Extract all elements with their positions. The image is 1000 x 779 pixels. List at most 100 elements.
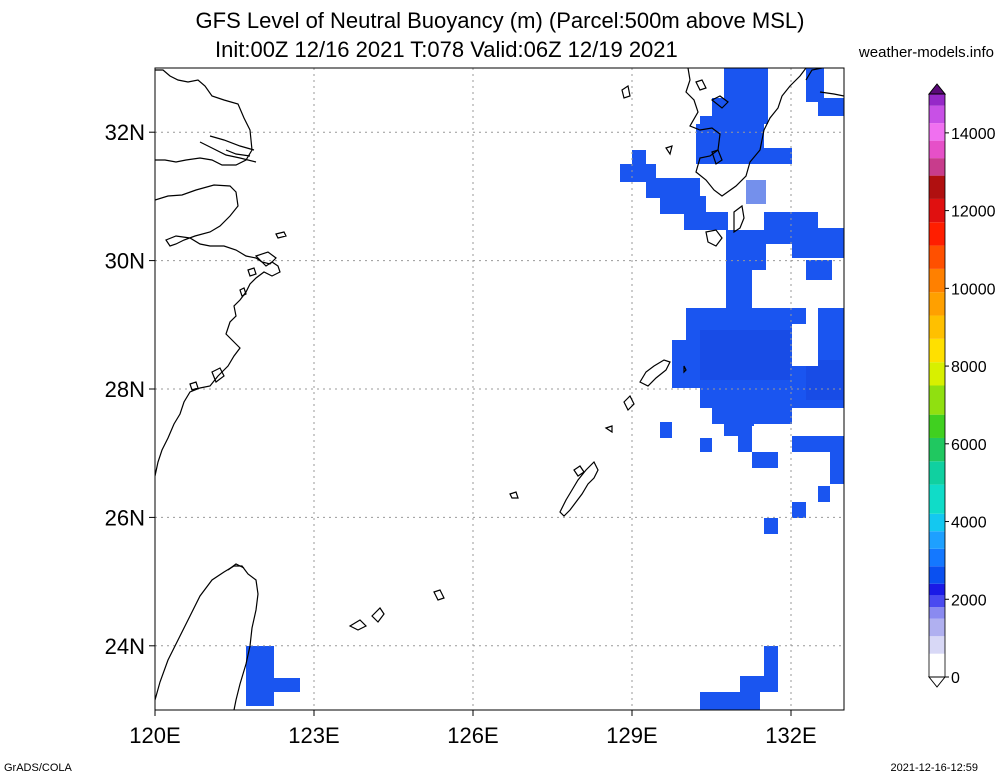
colorbar-frame — [928, 93, 946, 678]
ryukyu-okinawa — [559, 460, 599, 517]
colorbar-segment — [929, 513, 945, 532]
lnb-cell — [620, 164, 656, 182]
lnb-cell — [818, 486, 830, 502]
lnb-cell — [726, 230, 766, 270]
colorbar-label: 10000 — [951, 281, 996, 298]
lnb-cell — [764, 646, 778, 676]
lnb-cell — [764, 148, 792, 164]
colorbar-segment — [929, 158, 945, 176]
lnb-cell — [724, 422, 754, 436]
lnb-cell — [246, 646, 274, 706]
tick-label-lat: 24N — [105, 634, 145, 659]
lnb-cell — [696, 124, 764, 164]
tick-label-lat: 28N — [105, 377, 145, 402]
colorbar-segment — [929, 437, 945, 462]
chart-title: GFS Level of Neutral Buoyancy (m) (Parce… — [195, 8, 805, 33]
colorbar-segment — [929, 338, 945, 363]
lnb-cell — [646, 178, 700, 198]
shikoku-coast — [805, 68, 844, 97]
coastlines — [155, 68, 844, 710]
lnb-cell — [684, 212, 728, 230]
lnb-cell-dark — [806, 360, 844, 400]
axes: 120E 123E 126E 129E 132E 24N 26N 28N 30N 32N — [105, 120, 817, 748]
colorbar-segment — [929, 362, 945, 386]
colorbar-label: 6000 — [951, 437, 987, 454]
colorbar-segment — [929, 414, 945, 438]
tick-label-lon: 132E — [765, 723, 816, 748]
colorbar-label: 0 — [951, 670, 960, 687]
lnb-cell — [660, 196, 706, 214]
colorbar-min-arrow — [927, 676, 947, 688]
chart-subtitle: Init:00Z 12/16 2021 T:078 Valid:06Z 12/1… — [215, 37, 678, 62]
kyushu-detail — [621, 79, 729, 165]
colorbar-label: 4000 — [951, 515, 987, 532]
lnb-cell — [792, 228, 844, 258]
colorbar-segment — [929, 315, 945, 339]
tick-label-lon: 129E — [606, 723, 657, 748]
colorbar-segment — [929, 140, 945, 159]
colorbar-segment — [929, 198, 945, 223]
lnb-cell — [712, 404, 792, 424]
lnb-gap — [792, 326, 818, 366]
colorbar-segment — [929, 636, 945, 654]
colorbar-max-arrow — [927, 83, 947, 95]
lnb-cell — [700, 692, 760, 710]
colorbar-segment — [929, 175, 945, 199]
tick-label-lon: 126E — [447, 723, 498, 748]
china-coastline — [155, 69, 253, 166]
lnb-gap — [806, 408, 820, 430]
tick-label-lon: 120E — [129, 723, 180, 748]
footer-software: GrADS/COLA — [4, 762, 72, 774]
colorbar-segment — [929, 618, 945, 637]
taiwan-detail — [227, 563, 245, 571]
tanegashima — [705, 204, 745, 247]
yangtze-estuary — [199, 135, 257, 163]
footer-timestamp: 2021-12-16-12:59 — [890, 762, 978, 774]
taiwan-coastline — [155, 565, 259, 710]
colorbar-segment — [929, 607, 945, 619]
lnb-cell — [792, 308, 806, 324]
lnb-cell — [738, 434, 752, 452]
lnb-cell — [632, 150, 646, 166]
lnb-cell — [740, 676, 778, 692]
colorbar-segment — [929, 484, 945, 514]
lnb-cell — [752, 452, 778, 468]
lnb-cell — [806, 260, 832, 280]
colorbar-segment — [929, 245, 945, 269]
colorbar-label: 2000 — [951, 592, 987, 609]
colorbar-label: 12000 — [951, 204, 996, 221]
zhoushan-islands — [189, 231, 287, 391]
lnb-cell — [792, 502, 806, 518]
colorbar-segment — [929, 548, 945, 567]
miyako-yaeyama — [348, 589, 445, 631]
lnb-cell — [764, 518, 778, 534]
lnb-gap — [752, 270, 792, 308]
lnb-cell — [830, 450, 844, 484]
lnb-cell — [806, 68, 824, 102]
credit-text: weather-models.info — [858, 44, 994, 61]
colorbar-segment — [929, 653, 945, 677]
lnb-cell — [700, 438, 712, 452]
lnb-gap — [752, 426, 788, 452]
colorbar-segment — [929, 385, 945, 415]
colorbar-segment — [929, 123, 945, 141]
lnb-cell — [660, 422, 672, 438]
colorbar-segment — [929, 461, 945, 485]
colorbar-segment — [929, 595, 945, 608]
colorbar: 0 2000 4000 6000 8000 10000 12000 14000 — [927, 83, 996, 688]
amami-island — [639, 359, 687, 387]
tick-label-lat: 30N — [105, 249, 145, 274]
colorbar-segment — [929, 583, 945, 596]
lnb-cell — [818, 98, 844, 116]
colorbar-segment — [929, 268, 945, 293]
colorbar-segment — [929, 222, 945, 246]
tokara-islands — [604, 394, 635, 434]
hangzhou-bay — [155, 184, 281, 477]
tick-label-lon: 123E — [288, 723, 339, 748]
ryukyu-kume — [509, 491, 519, 499]
colorbar-segment — [929, 94, 945, 106]
lnb-shading — [246, 68, 844, 710]
lnb-cell — [266, 678, 300, 692]
colorbar-segment — [929, 105, 945, 124]
